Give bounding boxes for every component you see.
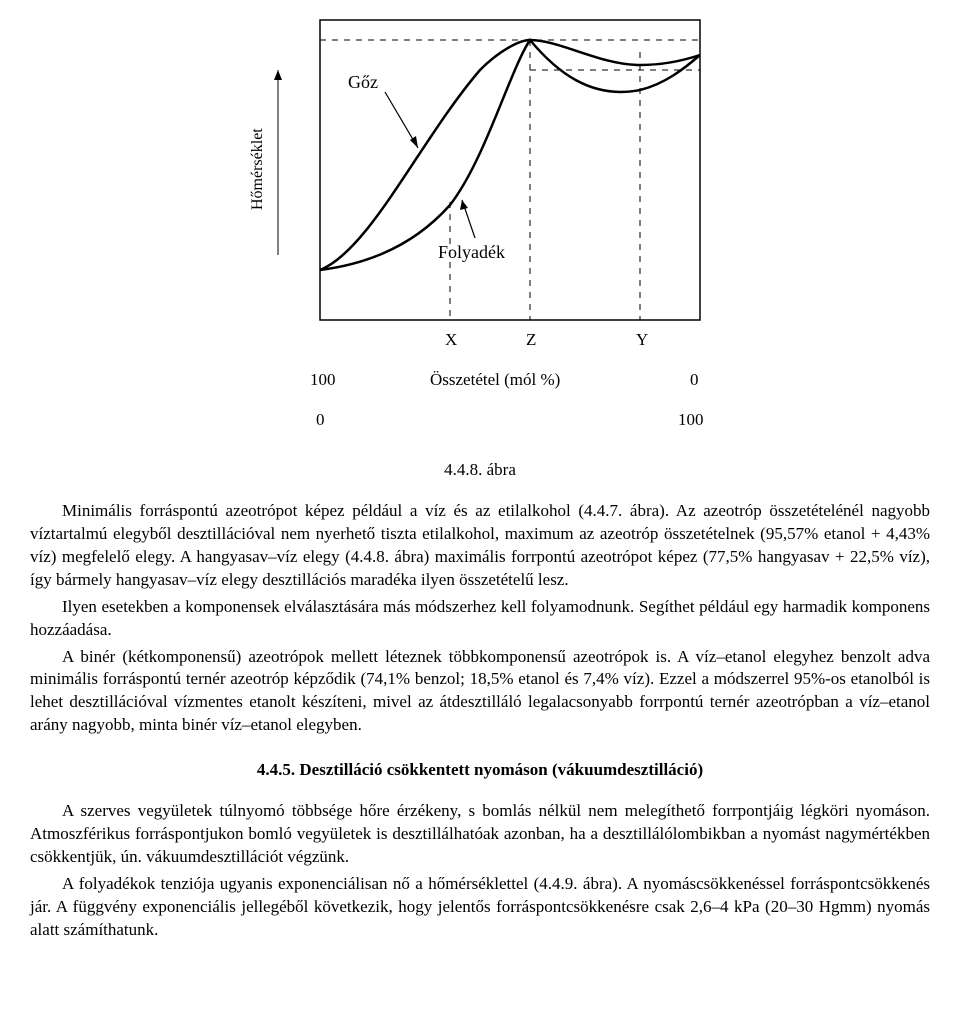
section-paragraph-1: A szerves vegyületek túlnyomó többsége h… xyxy=(30,800,930,869)
liquid-arrowhead xyxy=(460,200,468,210)
x-tick-x: X xyxy=(445,330,457,349)
phase-diagram: Hőmérséklet Gőz Folyadék X Z Y 100 Össze… xyxy=(220,10,740,440)
second-bottom-left: 0 xyxy=(316,410,325,429)
paragraph-3: A binér (kétkomponensű) azeotrópok melle… xyxy=(30,646,930,738)
section-paragraph-2: A folyadékok tenziója ugyanis exponenciá… xyxy=(30,873,930,942)
x-axis-label: Összetétel (mól %) xyxy=(430,370,560,389)
figure-caption: 4.4.8. ábra xyxy=(30,459,930,482)
gas-label: Gőz xyxy=(348,72,378,92)
section-title: 4.4.5. Desztilláció csökkentett nyomáson… xyxy=(30,759,930,782)
paragraph-1: Minimális forráspontú azeotrópot képez p… xyxy=(30,500,930,592)
bottom-left-100: 100 xyxy=(310,370,336,389)
paragraph-2: Ilyen esetekben a komponensek elválasztá… xyxy=(30,596,930,642)
figure-container: Hőmérséklet Gőz Folyadék X Z Y 100 Össze… xyxy=(30,10,930,447)
bottom-right-0: 0 xyxy=(690,370,699,389)
liquid-label: Folyadék xyxy=(438,242,505,262)
y-axis-arrowhead xyxy=(274,70,282,80)
x-tick-z: Z xyxy=(526,330,536,349)
second-bottom-right: 100 xyxy=(678,410,704,429)
gas-arrowhead xyxy=(410,136,418,148)
y-axis-label: Hőmérséklet xyxy=(249,128,266,210)
diagram-svg: Hőmérséklet Gőz Folyadék X Z Y 100 Össze… xyxy=(220,10,740,440)
x-tick-y: Y xyxy=(636,330,648,349)
